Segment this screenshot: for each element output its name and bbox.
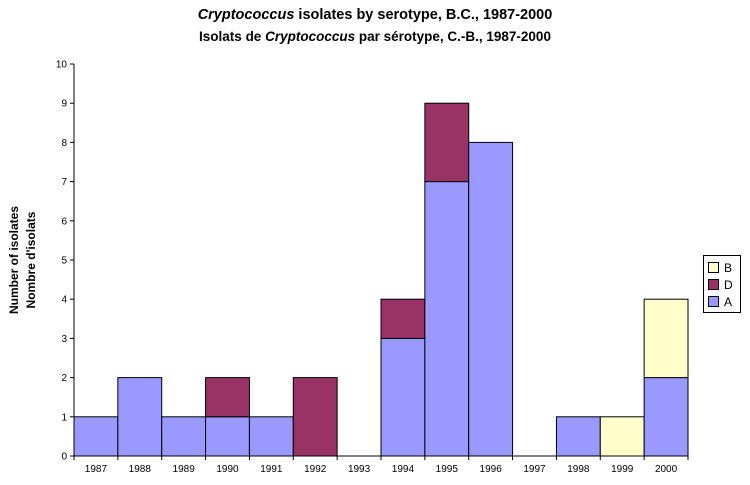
y-tick-label: 2 — [61, 373, 67, 384]
chart-bars — [73, 102, 689, 457]
bar-segment-a-2000 — [643, 377, 689, 457]
bar-segment-d-1992 — [292, 377, 338, 457]
y-tick-label: 0 — [61, 452, 67, 463]
legend-item-b: B — [708, 259, 740, 276]
chart-subtitle-italic: Cryptococcus — [265, 29, 356, 44]
bar-segment-a-1998 — [555, 416, 601, 457]
y-tick-label: 6 — [61, 216, 67, 227]
legend-label: B — [724, 260, 733, 275]
x-tick-label: 1994 — [392, 464, 415, 475]
legend-item-d: D — [708, 276, 740, 293]
x-tick-label: 1987 — [85, 464, 108, 475]
x-tick-label: 1992 — [304, 464, 327, 475]
legend-item-a: A — [708, 293, 740, 310]
y-axis-label-en: Number of isolates — [7, 206, 21, 314]
y-tick-label: 5 — [61, 256, 67, 267]
bar-segment-a-1995 — [424, 181, 470, 457]
legend-swatch — [708, 296, 719, 307]
chart-subtitle-pre: Isolats de — [199, 29, 266, 44]
legend-label: D — [724, 277, 733, 292]
legend-label: A — [724, 294, 733, 309]
bar-segment-a-1988 — [117, 377, 163, 457]
bar-segment-b-2000 — [643, 298, 689, 379]
legend-swatch — [708, 262, 719, 273]
y-tick-label: 10 — [56, 60, 68, 71]
bar-segment-a-1990 — [205, 416, 250, 457]
chart-title-block: Cryptococcus isolates by serotype, B.C.,… — [0, 4, 750, 48]
chart-axes — [70, 63, 689, 460]
bar-segment-d-1995 — [424, 102, 470, 183]
x-tick-label: 1988 — [129, 464, 152, 475]
y-tick-label: 8 — [61, 138, 67, 149]
chart-subtitle: Isolats de Cryptococcus par sérotype, C.… — [0, 26, 750, 48]
y-tick-label: 9 — [61, 99, 67, 110]
chart-title-rest: isolates by serotype, B.C., 1987-2000 — [294, 7, 553, 23]
x-tick-label: 1998 — [567, 464, 590, 475]
bar-segment-a-1991 — [248, 416, 294, 457]
x-tick-label: 1999 — [611, 464, 634, 475]
x-tick-label: 1990 — [216, 464, 239, 475]
bar-segment-d-1994 — [380, 298, 426, 339]
y-tick-label: 4 — [61, 295, 67, 306]
bar-segment-a-1989 — [161, 416, 207, 457]
y-tick-labels: 0 1 2 3 4 5 6 7 8 9 10 — [56, 60, 68, 463]
bar-segment-a-1987 — [73, 416, 119, 457]
x-tick-label: 1995 — [436, 464, 459, 475]
x-tick-label: 1997 — [523, 464, 546, 475]
x-tick-label: 1991 — [260, 464, 283, 475]
chart-subtitle-post: par sérotype, C.-B., 1987-2000 — [355, 29, 551, 44]
legend-swatch — [708, 279, 719, 290]
x-tick-labels: 1987 1988 1989 1990 1991 1992 1993 1994 1995 1996… — [85, 464, 678, 475]
y-tick-label: 1 — [61, 412, 67, 423]
bar-segment-a-1996 — [468, 141, 514, 457]
bar-segment-d-1990 — [205, 377, 250, 418]
x-tick-label: 2000 — [655, 464, 678, 475]
chart-title: Cryptococcus isolates by serotype, B.C.,… — [0, 4, 750, 26]
x-tick-label: 1993 — [348, 464, 371, 475]
y-axis-label-fr: Nombre d'isolats — [24, 211, 38, 308]
x-tick-label: 1989 — [173, 464, 196, 475]
y-tick-label: 7 — [61, 177, 67, 188]
bar-segment-b-1999 — [599, 416, 645, 457]
x-tick-label: 1996 — [480, 464, 503, 475]
chart-title-italic: Cryptococcus — [197, 7, 295, 23]
bar-segment-a-1994 — [380, 337, 426, 457]
y-tick-label: 3 — [61, 334, 67, 345]
